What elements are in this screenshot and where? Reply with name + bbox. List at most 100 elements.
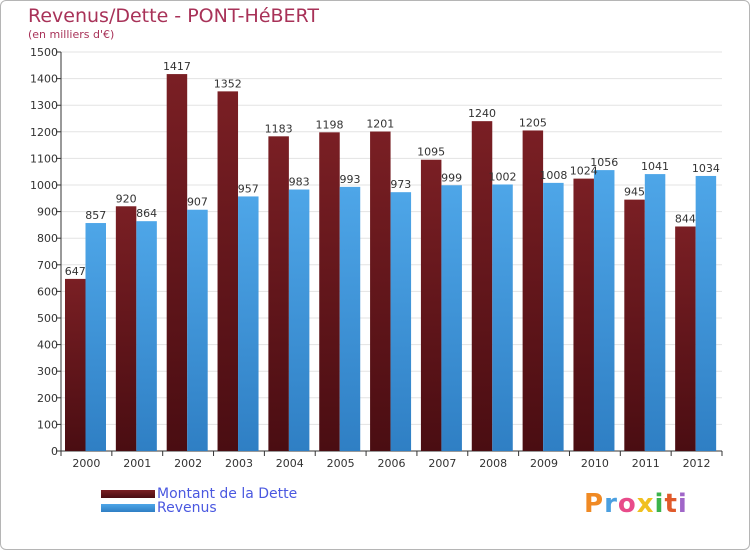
revenus-label-2008: 1002: [489, 170, 517, 183]
y-tick-label: 800: [37, 232, 58, 245]
proxiti-logo: Proxiti: [584, 489, 688, 519]
dette-label-2010: 1024: [570, 165, 598, 178]
legend-swatch-revenus: [101, 504, 155, 512]
y-tick-label: 1300: [30, 99, 58, 112]
logo-letter: x: [636, 489, 655, 519]
y-tick-label: 300: [37, 365, 58, 378]
dette-bar-2011: [624, 199, 645, 451]
legend-item-dette: Montant de la Dette: [101, 486, 298, 502]
dette-label-2003: 1352: [214, 77, 242, 90]
x-tick-label-2007: 2007: [428, 457, 456, 470]
chart-subtitle: (en milliers d'€): [28, 28, 115, 41]
x-tick-label-2002: 2002: [174, 457, 202, 470]
dette-bar-2000: [65, 278, 86, 451]
y-tick-label: 400: [37, 339, 58, 352]
dette-bar-2007: [420, 159, 442, 452]
revenus-label-2012: 1034: [692, 162, 720, 175]
x-tick-label-2000: 2000: [72, 457, 100, 470]
dette-label-2012: 844: [675, 212, 696, 225]
dette-bar-2004: [268, 136, 289, 451]
legend-item-revenus: Revenus: [101, 500, 297, 516]
revenus-bar-2000: [85, 223, 106, 451]
y-tick-label: 600: [37, 285, 58, 298]
y-tick-label: 1400: [30, 73, 58, 86]
revenus-label-2001: 864: [136, 207, 157, 220]
revenus-label-2006: 973: [390, 178, 411, 191]
revenus-bar-2010: [593, 170, 615, 451]
legend-label-dette: Montant de la Dette: [157, 486, 298, 502]
y-tick-label: 1100: [30, 152, 58, 165]
x-tick-label-2008: 2008: [479, 457, 507, 470]
revenus-label-2003: 957: [238, 182, 259, 195]
revenus-bar-2002: [187, 209, 208, 451]
dette-bar-2009: [522, 130, 544, 451]
legend-swatch-dette: [101, 490, 155, 498]
x-tick-label-2004: 2004: [276, 457, 304, 470]
x-tick-label-2003: 2003: [225, 457, 253, 470]
dette-label-2009: 1205: [519, 116, 547, 129]
revenus-bar-2012: [695, 175, 717, 451]
dette-label-2006: 1201: [366, 118, 394, 131]
revenus-bar-2001: [136, 221, 157, 451]
dette-label-2000: 647: [65, 265, 86, 278]
logo-letter: i: [677, 489, 688, 519]
revenus-label-2011: 1041: [641, 160, 669, 173]
logo-letter: P: [584, 489, 605, 519]
x-tick-label-2009: 2009: [530, 457, 558, 470]
dette-label-2005: 1198: [315, 118, 343, 131]
y-tick-label: 1000: [30, 179, 58, 192]
revenus-bar-2005: [339, 186, 361, 451]
legend-label-revenus: Revenus: [157, 500, 217, 516]
dette-bar-2008: [471, 121, 493, 451]
dette-label-2007: 1095: [417, 146, 445, 159]
y-tick-label: 1200: [30, 126, 58, 139]
dette-label-2004: 1183: [265, 122, 293, 135]
y-tick-label: 700: [37, 259, 58, 272]
y-tick-label: 1500: [30, 46, 58, 59]
dette-bar-2001: [115, 206, 137, 451]
dette-bar-2003: [217, 91, 239, 452]
dette-bar-2010: [573, 178, 594, 451]
revenus-bar-2008: [492, 184, 513, 451]
y-tick-label: 200: [37, 392, 58, 405]
revenus-label-2005: 993: [339, 173, 360, 186]
revenus-bar-2003: [238, 196, 259, 451]
data-labels: 647 857 920 864 1417 907 1352 957 1183 983 1198 993…: [65, 60, 720, 278]
dette-bar-2005: [319, 132, 340, 451]
dette-label-2002: 1417: [163, 60, 191, 73]
revenus-label-2010: 1056: [590, 156, 618, 169]
logo-letter: r: [604, 489, 618, 519]
bars: [65, 74, 717, 452]
revenus-bar-2007: [441, 185, 462, 452]
x-tick-label-2006: 2006: [378, 457, 406, 470]
x-tick-label-2010: 2010: [581, 457, 609, 470]
revenus-label-2004: 983: [289, 176, 310, 189]
revenus-bar-2006: [390, 192, 412, 451]
legend: Montant de la Dette Revenus: [101, 486, 298, 516]
logo-letter: t: [664, 489, 678, 519]
revenus-label-2009: 1008: [539, 169, 567, 182]
dette-bar-2012: [675, 226, 696, 451]
dette-label-2011: 945: [624, 186, 645, 199]
revenus-bar-2011: [644, 174, 666, 451]
revenus-label-2002: 907: [187, 196, 208, 209]
dette-bar-2006: [370, 131, 391, 451]
y-tick-label: 0: [51, 445, 58, 458]
logo-letter: i: [654, 489, 665, 519]
revenus-bar-2009: [543, 182, 564, 451]
revenus-label-2000: 857: [85, 209, 106, 222]
x-tick-label-2005: 2005: [327, 457, 355, 470]
logo-letter: o: [617, 489, 637, 519]
dette-label-2001: 920: [116, 192, 137, 205]
y-tick-label: 500: [37, 312, 58, 325]
revenus-label-2007: 999: [441, 171, 462, 184]
x-tick-label-2001: 2001: [123, 457, 151, 470]
x-tick-label-2011: 2011: [632, 457, 660, 470]
y-tick-label: 900: [37, 206, 58, 219]
x-tick-label-2012: 2012: [683, 457, 711, 470]
y-tick-label: 100: [37, 418, 58, 431]
revenus-bar-2004: [288, 189, 310, 451]
dette-label-2008: 1240: [468, 107, 496, 120]
